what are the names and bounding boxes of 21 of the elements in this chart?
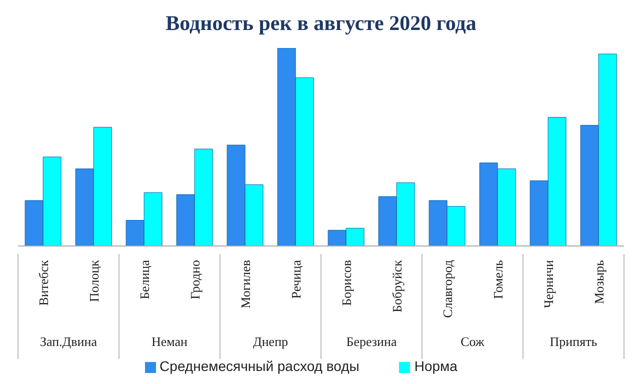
x-tick-label: Могилев bbox=[238, 260, 253, 308]
x-tick-label: Белица bbox=[136, 260, 152, 300]
x-tick-label: Речица bbox=[288, 260, 304, 299]
x-tick-label: Славгород bbox=[440, 260, 455, 318]
text: Неман bbox=[151, 334, 188, 349]
x-tick-label: Гомель bbox=[490, 260, 506, 300]
x-tick-label: Черничи bbox=[540, 260, 556, 308]
text: Зап.Двина bbox=[40, 334, 98, 349]
text: Березина bbox=[346, 334, 397, 349]
x-tick-label: Борисов bbox=[338, 260, 354, 306]
chart-title: Водность рек в августе 2020 года bbox=[164, 10, 478, 37]
x-tick-label: Гродно bbox=[187, 260, 202, 300]
text: Припять bbox=[550, 334, 598, 349]
text: Днепр bbox=[252, 334, 288, 349]
x-tick-label: Полоцк bbox=[86, 259, 102, 302]
text: Сож bbox=[460, 334, 486, 349]
x-tick-label: Бобруйск bbox=[389, 259, 404, 312]
legend-label: Норма bbox=[414, 358, 458, 374]
x-tick-label: Витебск bbox=[36, 259, 51, 306]
legend-label: Среднемесячный расход воды bbox=[160, 358, 360, 374]
x-tick-label: Мозырь bbox=[591, 260, 606, 304]
